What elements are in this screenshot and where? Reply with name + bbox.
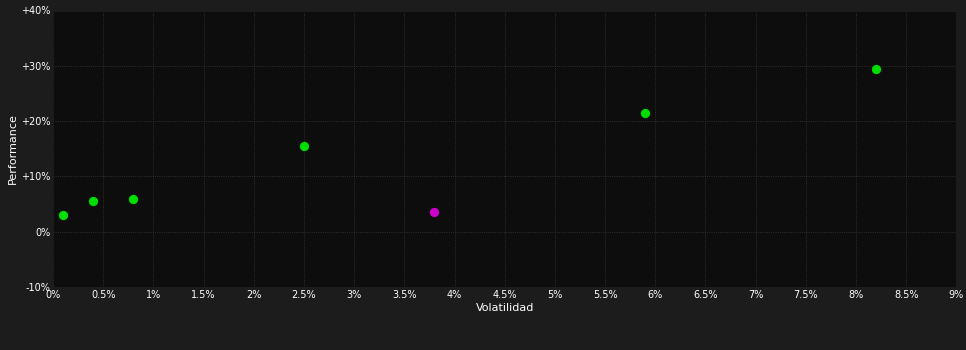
Point xyxy=(297,143,312,149)
Y-axis label: Performance: Performance xyxy=(8,113,18,184)
Point xyxy=(427,210,442,215)
X-axis label: Volatilidad: Volatilidad xyxy=(475,302,534,313)
Point xyxy=(126,196,141,201)
Point xyxy=(868,66,884,71)
Point xyxy=(86,198,101,204)
Point xyxy=(638,110,653,116)
Point xyxy=(55,212,71,218)
